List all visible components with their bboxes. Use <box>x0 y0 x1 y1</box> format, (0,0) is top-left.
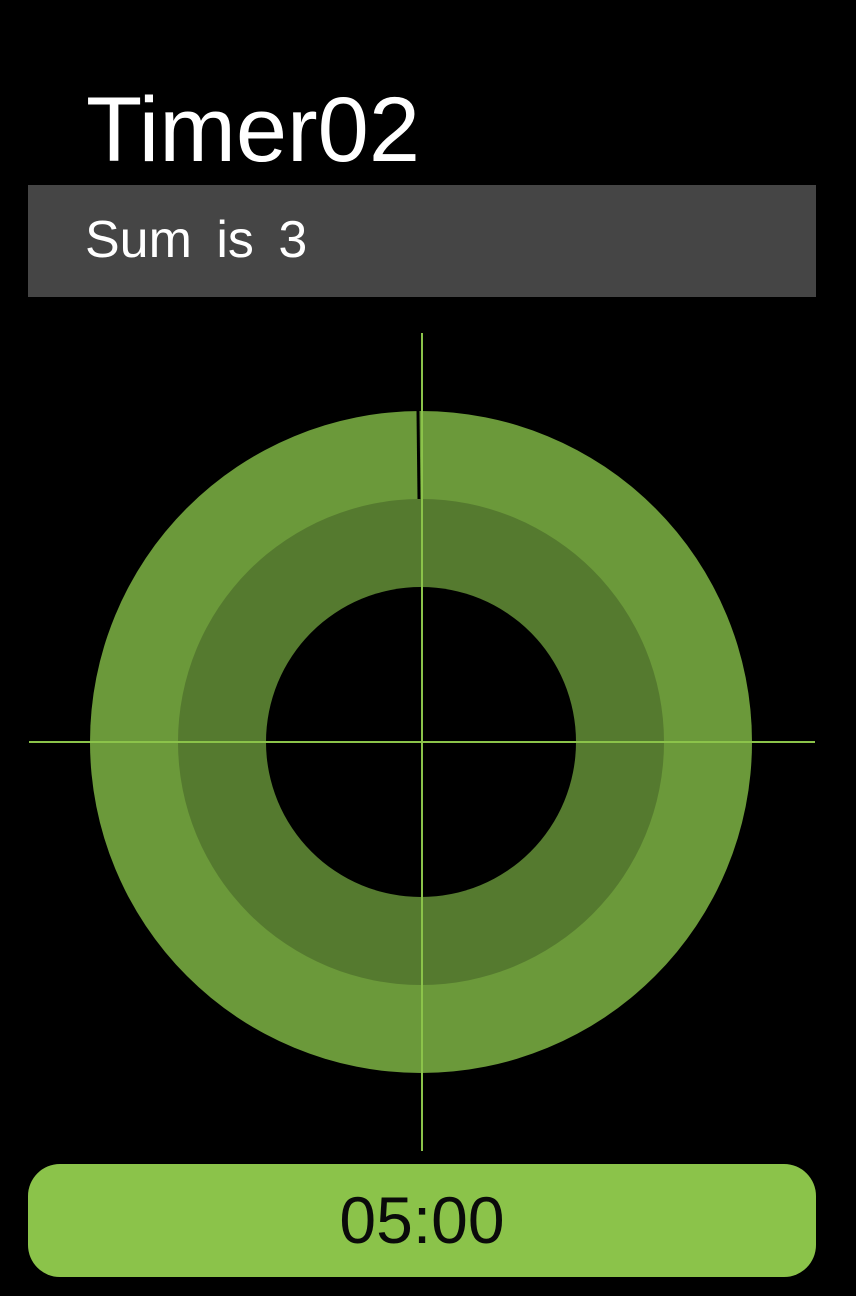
timer-start-button[interactable]: 05:00 <box>28 1164 816 1277</box>
timer-duration-label: 05:00 <box>339 1182 505 1257</box>
status-bar: Sum is 3 <box>28 185 816 297</box>
status-message: Sum is 3 <box>85 211 308 269</box>
timer-hand <box>416 410 421 500</box>
page-title: Timer02 <box>86 79 420 181</box>
